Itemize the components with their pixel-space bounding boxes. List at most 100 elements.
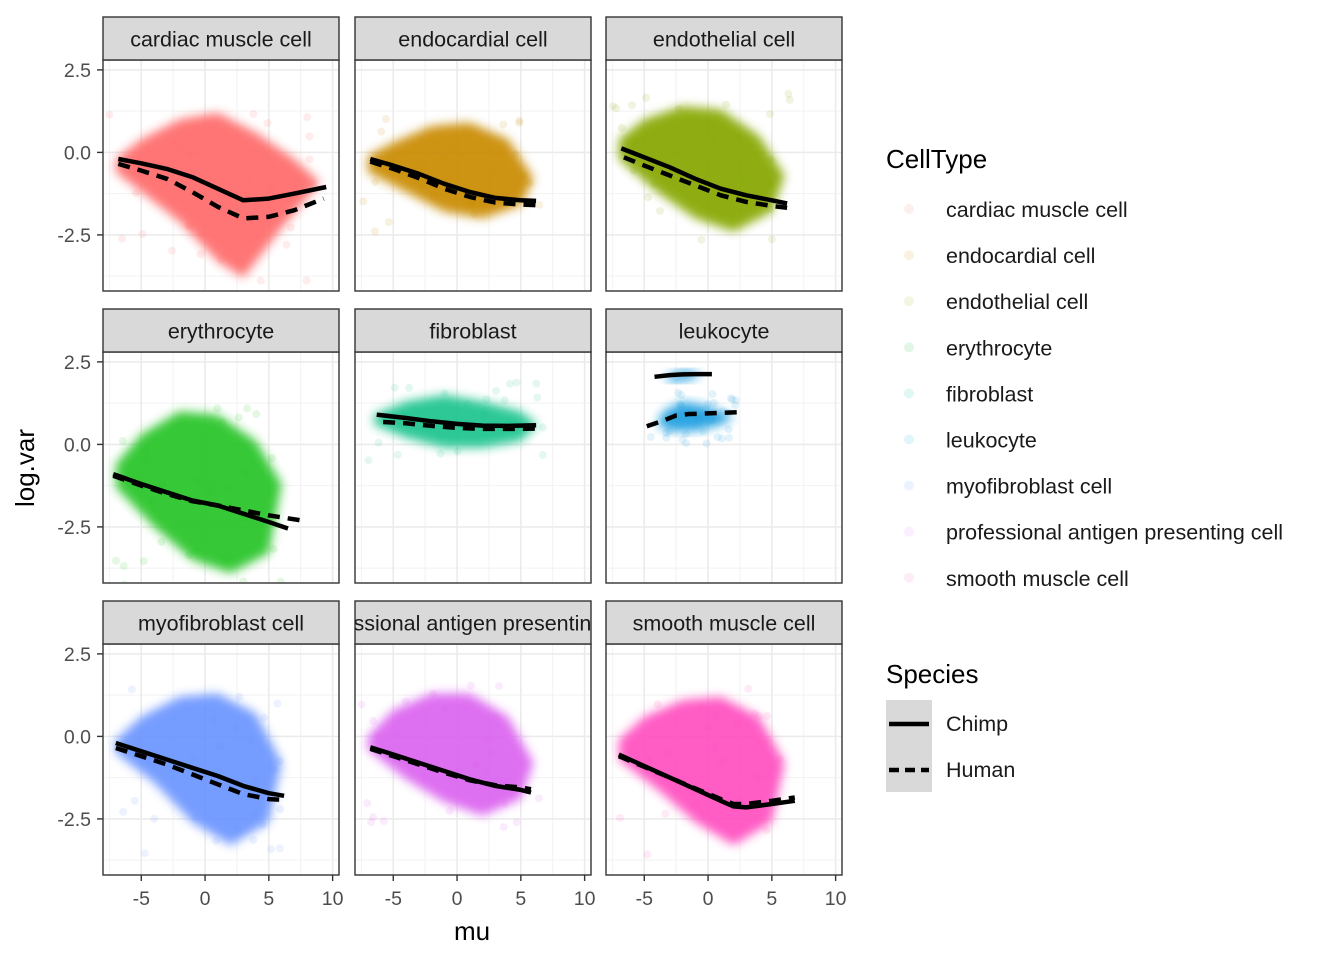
data-point bbox=[189, 754, 198, 763]
data-point bbox=[258, 820, 267, 829]
data-point bbox=[210, 715, 219, 724]
trend-line-chimp bbox=[620, 146, 788, 206]
data-point bbox=[502, 777, 511, 786]
data-point bbox=[213, 404, 222, 413]
legend-key-point bbox=[904, 250, 914, 261]
data-point bbox=[707, 416, 716, 425]
legend-item-label: professional antigen presenting cell bbox=[946, 521, 1283, 545]
point-cloud bbox=[657, 401, 734, 432]
data-point bbox=[652, 130, 661, 139]
data-point bbox=[275, 756, 284, 765]
facet-strip bbox=[354, 600, 592, 645]
data-point bbox=[515, 118, 524, 127]
point-cloud bbox=[115, 112, 320, 278]
data-point bbox=[766, 155, 775, 164]
data-point bbox=[420, 773, 429, 782]
data-point bbox=[252, 778, 261, 787]
data-point bbox=[218, 418, 227, 427]
data-point bbox=[150, 814, 159, 823]
legend-item-label: Chimp bbox=[946, 712, 1008, 736]
data-point bbox=[643, 850, 652, 859]
facet-panel: leukocyte bbox=[605, 308, 843, 584]
data-point bbox=[230, 723, 239, 732]
data-point bbox=[482, 395, 491, 404]
data-point bbox=[733, 132, 742, 141]
data-point bbox=[466, 681, 475, 690]
data-point bbox=[538, 423, 547, 432]
legend-key-point bbox=[904, 572, 914, 583]
point-cloud bbox=[374, 394, 538, 448]
data-point bbox=[709, 398, 718, 407]
data-point bbox=[359, 197, 368, 206]
data-point bbox=[677, 390, 686, 399]
data-point bbox=[244, 176, 253, 185]
data-point bbox=[467, 199, 476, 208]
data-point bbox=[308, 180, 317, 189]
data-point bbox=[500, 799, 509, 808]
trend-line-chimp bbox=[654, 371, 712, 380]
data-point bbox=[363, 799, 372, 808]
data-point bbox=[480, 411, 489, 420]
data-point bbox=[703, 400, 712, 409]
data-point bbox=[717, 434, 726, 443]
data-point bbox=[470, 164, 479, 173]
data-point bbox=[411, 405, 420, 414]
facet-strip bbox=[605, 16, 843, 61]
data-point bbox=[671, 146, 680, 155]
data-point bbox=[256, 276, 265, 285]
facet-strip bbox=[102, 600, 340, 645]
data-point bbox=[239, 577, 248, 583]
data-point bbox=[538, 450, 547, 459]
data-point bbox=[690, 802, 699, 811]
data-point bbox=[148, 496, 157, 505]
trend-line-human bbox=[369, 746, 532, 792]
legend-key-point bbox=[904, 434, 914, 445]
data-point bbox=[111, 556, 120, 565]
legend-item-label: smooth muscle cell bbox=[946, 567, 1129, 591]
legend-item-label: myofibroblast cell bbox=[946, 475, 1112, 499]
data-point bbox=[676, 400, 685, 409]
data-point bbox=[267, 845, 276, 854]
facet-strip-label: endothelial cell bbox=[653, 28, 795, 52]
x-tick-label: 5 bbox=[766, 888, 777, 910]
data-point bbox=[374, 438, 383, 447]
data-point bbox=[726, 394, 735, 403]
data-point bbox=[731, 401, 740, 410]
data-point bbox=[472, 761, 481, 770]
data-point bbox=[724, 433, 733, 442]
y-tick-label: 2.5 bbox=[64, 644, 91, 666]
panel-contents bbox=[357, 681, 543, 832]
data-point bbox=[482, 767, 491, 776]
data-point bbox=[433, 423, 442, 432]
facet-strip bbox=[354, 16, 592, 61]
panel-contents bbox=[615, 684, 796, 859]
data-point bbox=[267, 454, 276, 463]
data-point bbox=[194, 477, 203, 486]
data-point bbox=[711, 712, 720, 721]
panel-contents bbox=[608, 89, 794, 244]
data-point bbox=[675, 105, 684, 114]
y-tick-label: 0.0 bbox=[64, 726, 91, 748]
legend-key-point bbox=[904, 526, 914, 537]
data-point bbox=[702, 439, 711, 448]
data-point bbox=[367, 818, 376, 827]
facet-strip bbox=[605, 308, 843, 353]
facet-strip-label: professional antigen presenting cell bbox=[304, 612, 641, 636]
data-point bbox=[512, 378, 521, 387]
data-point bbox=[440, 704, 449, 713]
facet-strip bbox=[102, 16, 340, 61]
point-cloud bbox=[367, 122, 534, 219]
data-point bbox=[168, 246, 177, 255]
trend-line-human bbox=[382, 419, 537, 432]
data-point bbox=[763, 735, 772, 744]
data-point bbox=[384, 218, 393, 227]
data-point bbox=[191, 814, 200, 823]
data-point bbox=[305, 132, 314, 141]
facet-panel: erythrocyte bbox=[102, 308, 340, 584]
data-point bbox=[198, 230, 207, 239]
data-point bbox=[371, 177, 380, 186]
data-point bbox=[515, 116, 524, 125]
data-point bbox=[260, 713, 269, 722]
data-point bbox=[393, 729, 402, 738]
data-point bbox=[286, 223, 295, 232]
